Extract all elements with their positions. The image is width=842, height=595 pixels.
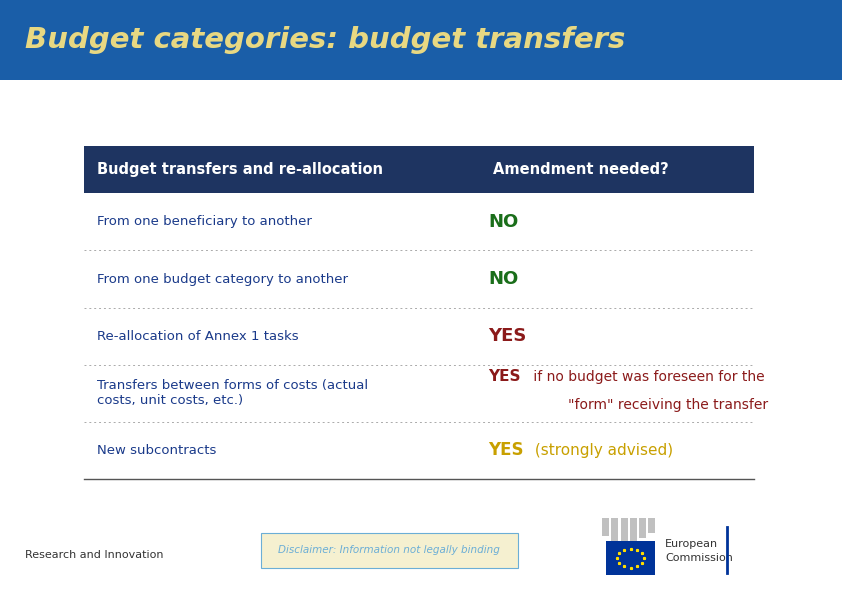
Text: YES: YES (488, 327, 527, 345)
Text: Amendment needed?: Amendment needed? (493, 162, 669, 177)
Text: NO: NO (488, 270, 519, 288)
Text: New subcontracts: New subcontracts (97, 444, 216, 457)
FancyBboxPatch shape (261, 533, 518, 568)
Text: Budget transfers and re-allocation: Budget transfers and re-allocation (97, 162, 383, 177)
Text: From one budget category to another: From one budget category to another (97, 273, 348, 286)
Text: YES: YES (488, 369, 521, 384)
Text: NO: NO (488, 213, 519, 231)
FancyBboxPatch shape (639, 518, 646, 538)
Text: Research and Innovation: Research and Innovation (25, 550, 163, 559)
FancyBboxPatch shape (648, 518, 655, 533)
Text: Commission: Commission (665, 553, 733, 562)
Text: Transfers between forms of costs (actual
costs, unit costs, etc.): Transfers between forms of costs (actual… (97, 379, 368, 408)
FancyBboxPatch shape (84, 146, 754, 193)
Text: Disclaimer: Information not legally binding: Disclaimer: Information not legally bind… (279, 546, 500, 555)
FancyBboxPatch shape (611, 518, 618, 546)
Text: if no budget was foreseen for the: if no budget was foreseen for the (529, 369, 765, 384)
FancyBboxPatch shape (606, 541, 655, 575)
Text: (strongly advised): (strongly advised) (530, 443, 674, 458)
FancyBboxPatch shape (621, 518, 627, 552)
Text: Re-allocation of Annex 1 tasks: Re-allocation of Annex 1 tasks (97, 330, 298, 343)
Text: From one beneficiary to another: From one beneficiary to another (97, 215, 312, 228)
FancyBboxPatch shape (630, 518, 637, 546)
Text: European: European (665, 540, 718, 549)
Text: YES: YES (488, 441, 524, 459)
FancyBboxPatch shape (84, 193, 754, 479)
FancyBboxPatch shape (602, 518, 609, 536)
FancyBboxPatch shape (0, 0, 842, 80)
Text: Budget categories: budget transfers: Budget categories: budget transfers (25, 26, 626, 55)
Text: "form" receiving the transfer: "form" receiving the transfer (568, 398, 769, 412)
